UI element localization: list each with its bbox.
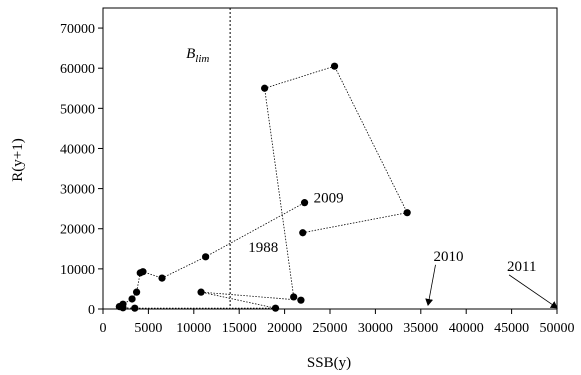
data-point-2 xyxy=(330,62,339,70)
data-point-8 xyxy=(131,304,139,312)
annotation-1: 2009 xyxy=(314,191,344,207)
y-tick-label-5: 50000 xyxy=(60,102,95,117)
blim-label-base: B xyxy=(186,46,195,62)
data-point-1 xyxy=(403,209,411,217)
data-point-5 xyxy=(297,296,305,304)
y-tick-label-1: 10000 xyxy=(60,263,95,278)
data-point-0 xyxy=(299,229,307,237)
annotation-arrow-3 xyxy=(508,274,558,309)
y-tick-label-2: 20000 xyxy=(60,223,95,238)
data-point-11 xyxy=(119,300,127,308)
x-tick-label-5: 25000 xyxy=(313,321,348,336)
blim-label: Blim xyxy=(186,46,209,65)
data-point-3 xyxy=(261,84,269,92)
x-tick-label-4: 20000 xyxy=(267,321,302,336)
x-tick-label-8: 40000 xyxy=(449,321,484,336)
y-tick-label-7: 70000 xyxy=(60,22,95,37)
x-tick-label-6: 30000 xyxy=(358,321,393,336)
x-tick-label-10: 50000 xyxy=(540,321,575,336)
data-point-17 xyxy=(202,253,210,261)
data-points xyxy=(115,62,411,312)
annotation-0: 1988 xyxy=(248,240,278,256)
reference-line: Blim xyxy=(186,8,231,309)
data-point-6 xyxy=(197,288,205,296)
x-tick-label-3: 15000 xyxy=(222,321,257,336)
x-tick-label-1: 5000 xyxy=(134,321,162,336)
y-tick-label-0: 0 xyxy=(88,303,95,318)
data-point-12 xyxy=(128,295,136,303)
annotation-arrow-2 xyxy=(425,264,436,306)
data-point-16 xyxy=(158,274,166,282)
x-tick-label-0: 0 xyxy=(100,321,107,336)
y-tick-label-4: 40000 xyxy=(60,142,95,157)
x-tick-label-2: 10000 xyxy=(176,321,211,336)
axes: 0 5000 10000 15000 20000 25000 30000 35000 40000… xyxy=(60,7,575,336)
y-axis-title: R(y+1) xyxy=(10,138,26,181)
data-point-15 xyxy=(139,268,147,276)
data-point-13 xyxy=(132,288,141,296)
annotation-3: 2011 xyxy=(507,259,536,275)
x-tick-label-9: 45000 xyxy=(494,321,529,336)
y-tick-label-3: 30000 xyxy=(60,183,95,198)
x-axis-title: SSB(y) xyxy=(307,355,351,371)
annotations: 1988 2009 2010 2011 xyxy=(248,191,558,309)
data-point-18 xyxy=(300,199,309,207)
plot-frame xyxy=(102,7,558,310)
blim-label-sub: lim xyxy=(195,53,209,65)
data-point-7 xyxy=(271,304,280,312)
y-tick-label-6: 60000 xyxy=(60,62,95,77)
data-point-4 xyxy=(290,293,298,301)
x-tick-label-7: 35000 xyxy=(403,321,438,336)
annotation-2: 2010 xyxy=(434,249,464,265)
series-path xyxy=(118,65,408,309)
series-line-0 xyxy=(118,65,408,309)
